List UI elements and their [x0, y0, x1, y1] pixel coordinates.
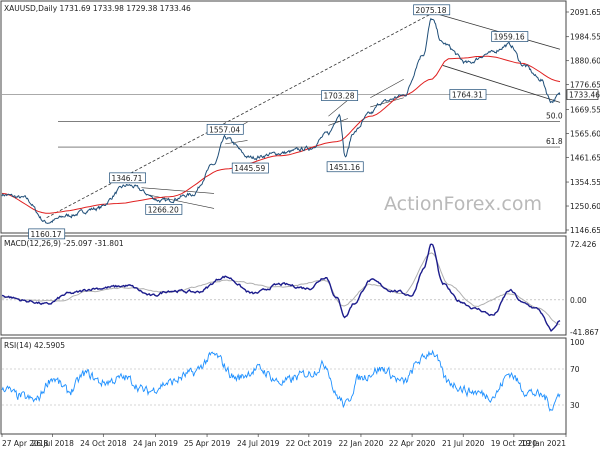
annotation-1266-20: 1266.20 [148, 205, 179, 214]
annotation-1451-16: 1451.16 [329, 163, 360, 172]
price-ytick-6: 1461.65 [570, 153, 600, 162]
xtick-4: 25 Apr 2019 [184, 439, 231, 448]
rsi-ytick-1: 70 [570, 365, 580, 374]
price-panel [0, 0, 567, 234]
macd-line [1, 243, 561, 333]
macd-ytick-0: 72.426 [570, 240, 596, 249]
macd-panel [0, 235, 567, 336]
price-ytick-8: 1250.60 [570, 202, 600, 211]
watermark: ActionForex.com [384, 193, 542, 215]
annotation-1346-71: 1346.71 [111, 174, 142, 183]
price-ytick-9: 1146.65 [570, 226, 600, 235]
xtick-11: 19 Jan 2021 [521, 439, 566, 448]
price-ytick-4: 1669.55 [570, 105, 600, 114]
xtick-8: 22 Apr 2020 [389, 439, 436, 448]
annotation-box-2 [145, 204, 183, 215]
fib-label-50-0: 50.0 [546, 111, 563, 120]
price-ytick-7: 1354.55 [570, 178, 600, 187]
xtick-6: 22 Oct 2019 [286, 439, 333, 448]
annotation-box-7 [413, 4, 451, 16]
channel-upper [431, 11, 561, 50]
annotation-1959-16: 1959.16 [494, 33, 525, 42]
xtick-9: 21 Jul 2020 [442, 439, 485, 448]
xtick-10: 19 Oct 2020 [491, 439, 538, 448]
channel-lower [442, 65, 561, 103]
ma-line [1, 55, 561, 214]
annotation-box-0 [28, 228, 66, 240]
price-ytick-3: 1776.65 [570, 81, 600, 90]
annotation-box-5 [326, 161, 364, 173]
macd-signal-line [2, 252, 561, 325]
annotation-box-6 [321, 90, 359, 101]
macd-ytick-2: -41.867 [570, 328, 599, 337]
y-tick-layer: 1733.46 2091.65 1984.55 1880.60 1776.65 1669.… [566, 8, 600, 410]
flag-bottom-1 [225, 140, 248, 145]
price-ytick-1: 1984.55 [570, 33, 600, 42]
price-line [1, 17, 561, 224]
flag-bottom-3 [370, 97, 404, 108]
macd-ytick-1: 0.00 [570, 296, 587, 305]
rsi-ytick-2: 30 [570, 401, 580, 410]
annotation-1160-17: 1160.17 [31, 230, 62, 239]
xtick-3: 24 Jan 2019 [133, 439, 178, 448]
xtick-7: 22 Jan 2020 [338, 439, 383, 448]
price-ytick-2: 1880.60 [570, 57, 600, 66]
annotation-box-3 [206, 123, 244, 135]
annotation-1445-59: 1445.59 [234, 164, 265, 173]
annotation-box-4 [231, 162, 269, 174]
annotation-2075-18: 2075.18 [416, 6, 447, 15]
xtick-5: 24 Jul 2019 [237, 439, 280, 448]
rsi-ytick-0: 100 [570, 338, 585, 347]
annotation-1557-04: 1557.04 [209, 125, 240, 134]
fib-label-61-8: 61.8 [546, 137, 563, 146]
rsi-panel [0, 337, 567, 435]
price-ytick-5: 1565.60 [570, 129, 600, 138]
macd-header: MACD(12,26,9) -25.097 -31.801 [4, 239, 124, 248]
last-price-tag [566, 89, 599, 100]
price-ytick-0: 2091.65 [570, 8, 600, 17]
last-price-label: 1733.46 [569, 91, 600, 100]
xtick-2: 24 Oct 2018 [80, 439, 127, 448]
xtick-0: 27 Apr 2018 [2, 439, 49, 448]
annotation-box-1 [109, 172, 146, 184]
flag-top-3 [370, 79, 404, 98]
flag-bottom-0 [147, 194, 215, 209]
rsi-layer [1, 349, 565, 412]
annotation-box-8 [449, 89, 487, 100]
macd-layer [1, 243, 565, 333]
flag-bottom-2 [328, 118, 349, 126]
price-header: XAUUSD,Daily 1731.69 1733.98 1729.38 173… [4, 4, 191, 13]
annotation-1764-31: 1764.31 [452, 91, 483, 100]
trendline-dashed [46, 13, 432, 219]
annotation-1703-28: 1703.28 [323, 92, 354, 101]
xtick-1: 26 Jul 2018 [31, 439, 74, 448]
rsi-line [1, 349, 561, 412]
flag-top-2 [328, 99, 349, 117]
price-layer: 50.0 61.8 1160.17 1346.71 1266.20 1557.04 1445… [1, 4, 563, 240]
rsi-header: RSI(14) 42.5905 [4, 341, 65, 350]
annotation-box-9 [491, 31, 529, 42]
flag-top-0 [141, 187, 215, 194]
